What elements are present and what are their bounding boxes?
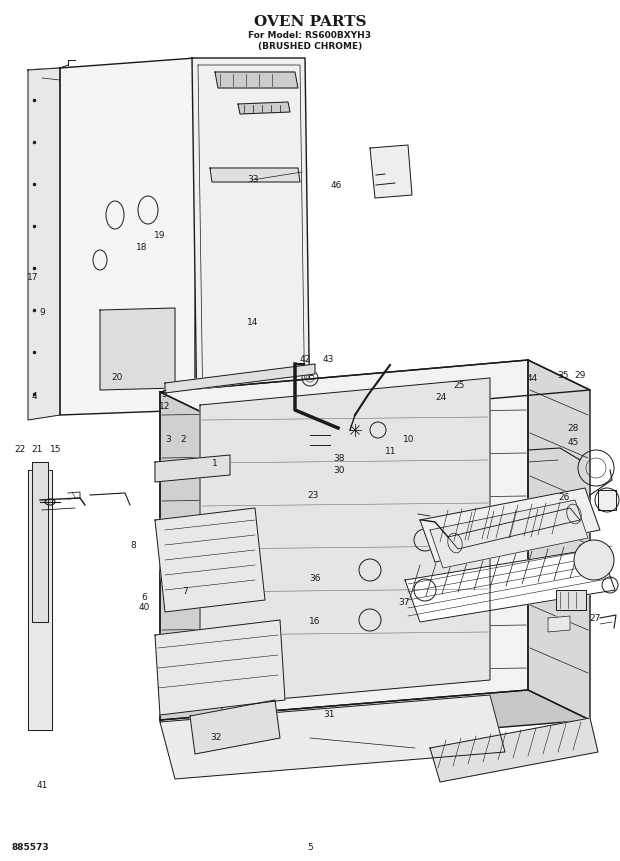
Text: 29: 29 xyxy=(574,371,585,380)
Text: 24: 24 xyxy=(436,393,447,402)
Text: 12: 12 xyxy=(159,402,170,411)
Polygon shape xyxy=(155,620,285,715)
Text: 41: 41 xyxy=(37,781,48,790)
Text: 11: 11 xyxy=(385,447,396,455)
Polygon shape xyxy=(370,145,412,198)
Text: 885573: 885573 xyxy=(12,844,50,852)
Text: 31: 31 xyxy=(323,710,334,719)
Text: 7: 7 xyxy=(182,587,188,596)
Text: 16: 16 xyxy=(309,617,321,626)
Polygon shape xyxy=(160,695,505,779)
Text: 17: 17 xyxy=(27,273,38,282)
Text: 22: 22 xyxy=(14,445,25,454)
Text: 6: 6 xyxy=(141,593,147,602)
Text: 5: 5 xyxy=(307,844,313,852)
Polygon shape xyxy=(155,508,265,612)
Text: 15: 15 xyxy=(50,445,61,454)
Text: 46: 46 xyxy=(330,181,342,189)
Bar xyxy=(556,590,586,610)
Text: 44: 44 xyxy=(526,375,538,383)
Circle shape xyxy=(574,540,614,580)
Polygon shape xyxy=(190,700,280,754)
Polygon shape xyxy=(160,360,590,422)
Text: 26: 26 xyxy=(559,493,570,502)
Polygon shape xyxy=(430,718,598,782)
Polygon shape xyxy=(160,690,590,750)
Text: 33: 33 xyxy=(247,175,259,183)
Polygon shape xyxy=(28,470,52,730)
Polygon shape xyxy=(430,500,588,568)
Polygon shape xyxy=(32,462,48,622)
Text: 45: 45 xyxy=(568,438,579,447)
Text: 38: 38 xyxy=(334,455,345,463)
Text: 2: 2 xyxy=(180,435,186,443)
Polygon shape xyxy=(405,548,615,622)
Text: 36: 36 xyxy=(309,574,321,583)
Text: 42: 42 xyxy=(299,356,311,364)
Text: 23: 23 xyxy=(308,491,319,499)
Polygon shape xyxy=(528,360,590,720)
Polygon shape xyxy=(200,378,490,706)
Polygon shape xyxy=(598,490,616,510)
Text: (BRUSHED CHROME): (BRUSHED CHROME) xyxy=(258,41,362,51)
Text: 32: 32 xyxy=(210,733,221,741)
Text: 35: 35 xyxy=(557,371,569,380)
Polygon shape xyxy=(238,102,290,114)
Polygon shape xyxy=(60,58,195,415)
Text: 20: 20 xyxy=(111,373,122,381)
Text: 8: 8 xyxy=(130,542,136,550)
Text: 30: 30 xyxy=(334,467,345,475)
Polygon shape xyxy=(28,68,60,420)
Text: For Model: RS600BXYH3: For Model: RS600BXYH3 xyxy=(249,32,371,40)
Text: 43: 43 xyxy=(323,356,334,364)
Polygon shape xyxy=(160,392,222,750)
Text: 21: 21 xyxy=(32,445,43,454)
Text: 10: 10 xyxy=(404,436,415,444)
Text: 27: 27 xyxy=(590,614,601,623)
Polygon shape xyxy=(420,488,600,562)
Polygon shape xyxy=(28,60,195,415)
Polygon shape xyxy=(215,72,298,88)
Text: OVEN PARTS: OVEN PARTS xyxy=(254,15,366,29)
Polygon shape xyxy=(165,364,315,393)
Polygon shape xyxy=(155,455,230,482)
Text: 40: 40 xyxy=(138,604,149,612)
Polygon shape xyxy=(210,168,300,182)
Text: 18: 18 xyxy=(136,243,147,251)
Text: 5: 5 xyxy=(161,390,167,399)
Text: 28: 28 xyxy=(568,424,579,433)
Polygon shape xyxy=(160,360,528,720)
Polygon shape xyxy=(192,58,310,430)
Polygon shape xyxy=(548,616,570,632)
Text: 25: 25 xyxy=(453,381,464,390)
Bar xyxy=(298,365,312,375)
Text: 9: 9 xyxy=(39,308,45,317)
Text: 3: 3 xyxy=(166,435,172,443)
Text: 19: 19 xyxy=(154,232,166,240)
Text: 4: 4 xyxy=(31,392,37,400)
Text: 1: 1 xyxy=(212,459,218,468)
Text: 37: 37 xyxy=(399,598,410,607)
Polygon shape xyxy=(100,308,175,390)
Text: 14: 14 xyxy=(247,319,259,327)
